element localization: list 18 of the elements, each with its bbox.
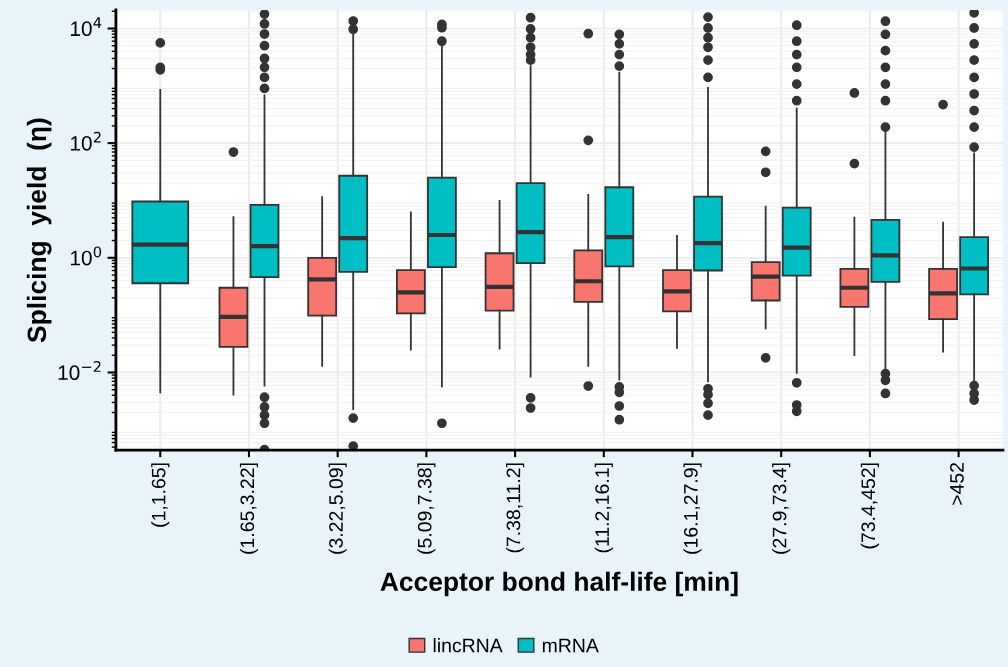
y-tick-label: 10$^{−2}$ (58, 361, 101, 381)
x-axis-title: Acceptor bond half-life [min] (380, 571, 738, 597)
legend-label: mRNA (542, 638, 599, 653)
x-tick-label: (73.4,452] (860, 463, 879, 549)
x-tick-label: >452 (950, 463, 964, 505)
y-axis-title: Splicing yield (η) (26, 118, 52, 343)
y-tick-label: 10$^{4}$ (70, 17, 102, 37)
x-tick-label: (16.1,27.9] (683, 463, 702, 554)
x-tick-label: (5.09,7.38] (417, 463, 436, 554)
x-tick-label: (27.9,73.4] (772, 463, 791, 554)
y-tick-label: 10$^{2}$ (70, 131, 101, 151)
x-tick-label: (11.2,16.1] (594, 463, 613, 553)
x-tick-label: (3.22,5.09] (328, 463, 347, 554)
x-tick-label: (1,1.65] (151, 463, 170, 527)
legend-label: lincRNA (433, 638, 503, 653)
x-tick-label: (7.38,11.2] (506, 463, 525, 553)
x-tick-label: (1.65,3.22] (239, 463, 259, 554)
y-tick-label: 10$^{0}$ (70, 246, 102, 266)
